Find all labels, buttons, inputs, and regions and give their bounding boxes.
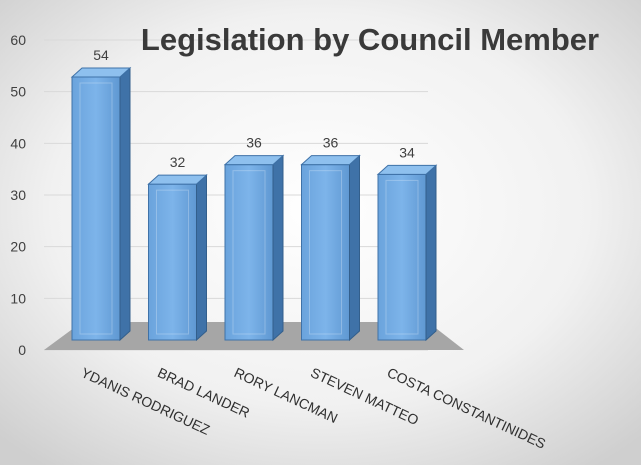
bar-side (425, 164, 437, 342)
data-label: 54 (93, 47, 109, 63)
y-tick-label: 20 (10, 239, 26, 255)
bar-top (70, 67, 132, 78)
bar-side (196, 174, 207, 342)
y-tick-label: 60 (10, 32, 26, 48)
bar-front (301, 164, 350, 341)
bar-top (300, 155, 361, 166)
y-tick-label: 10 (10, 290, 26, 306)
bar-top (223, 155, 285, 166)
bar (223, 154, 285, 342)
bar-side (349, 154, 360, 342)
y-tick-label: 30 (10, 187, 26, 203)
data-label: 36 (323, 135, 339, 151)
bar-front (148, 183, 197, 341)
y-tick-label: 0 (18, 342, 26, 358)
bar (300, 154, 361, 342)
bar-inner-edge (232, 170, 266, 335)
bar-front (377, 173, 427, 341)
data-label: 32 (170, 154, 186, 170)
bar-inner-edge (156, 189, 189, 335)
bars (70, 66, 438, 342)
y-tick-label: 50 (10, 84, 26, 100)
data-label: 36 (246, 135, 262, 151)
bar-side (272, 154, 284, 342)
bar (70, 66, 132, 342)
bar-top (147, 174, 208, 185)
bar-front (224, 164, 274, 341)
bar-inner-edge (79, 82, 113, 335)
bar-front (71, 76, 121, 341)
chart-title: Legislation by Council Member (141, 22, 599, 57)
y-tick-label: 40 (10, 135, 26, 151)
y-axis-tick-labels: 0 10 20 30 40 50 60 (10, 32, 26, 358)
data-labels: 54 32 36 36 34 (93, 47, 415, 170)
bar (147, 174, 208, 342)
bar-inner-edge (385, 179, 419, 335)
bar-inner-edge (309, 170, 342, 335)
bar-top (376, 164, 438, 175)
bar (376, 164, 438, 342)
data-label: 34 (399, 144, 415, 160)
bar-side (119, 66, 131, 342)
